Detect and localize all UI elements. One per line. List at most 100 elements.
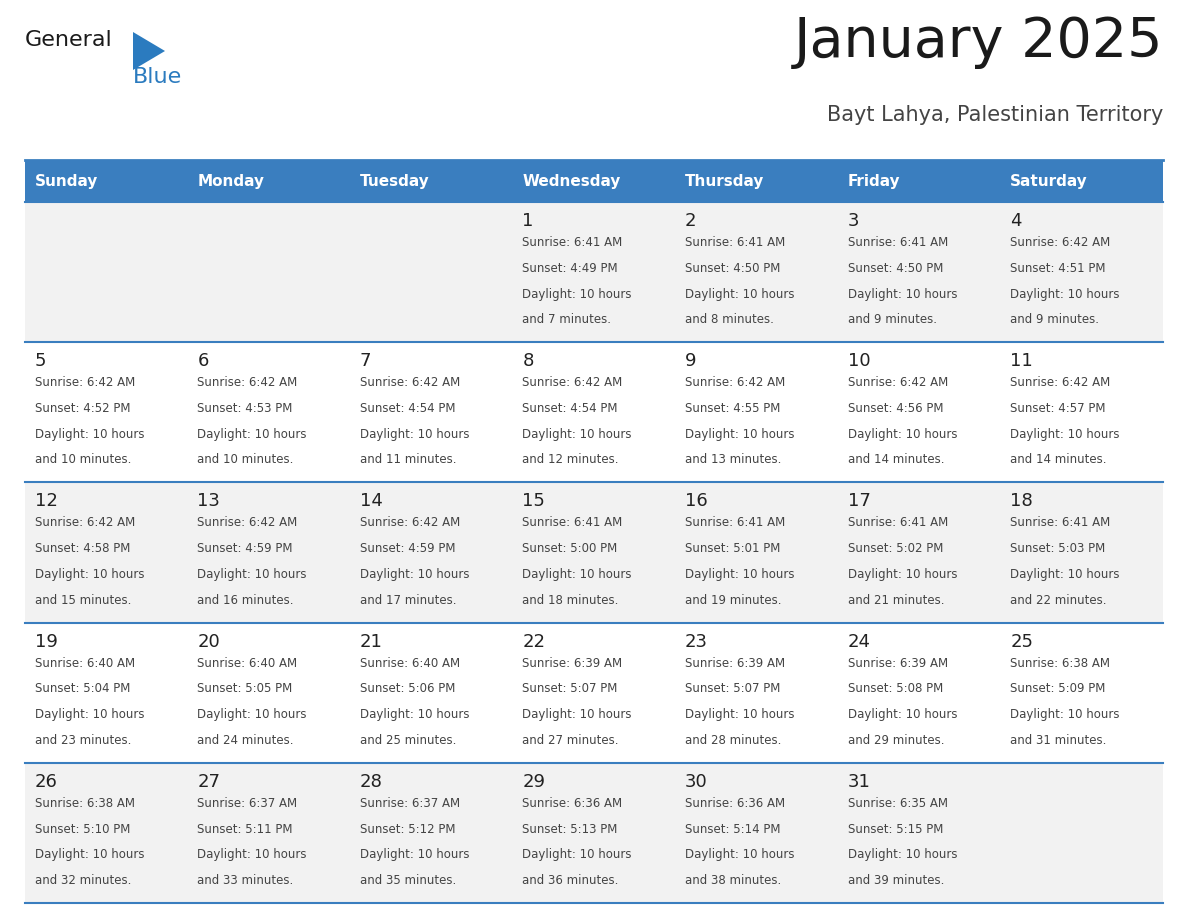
Text: 28: 28	[360, 773, 383, 790]
Text: and 8 minutes.: and 8 minutes.	[685, 313, 773, 326]
Text: Sunrise: 6:40 AM: Sunrise: 6:40 AM	[34, 656, 135, 669]
Text: 25: 25	[1010, 633, 1034, 651]
Text: and 14 minutes.: and 14 minutes.	[847, 453, 944, 466]
Text: 20: 20	[197, 633, 220, 651]
Text: and 15 minutes.: and 15 minutes.	[34, 594, 131, 607]
Text: Daylight: 10 hours: Daylight: 10 hours	[685, 568, 795, 581]
Text: 3: 3	[847, 212, 859, 230]
Text: and 14 minutes.: and 14 minutes.	[1010, 453, 1107, 466]
Text: 11: 11	[1010, 353, 1032, 370]
Text: Sunrise: 6:38 AM: Sunrise: 6:38 AM	[1010, 656, 1110, 669]
Text: Sunset: 4:50 PM: Sunset: 4:50 PM	[685, 262, 781, 274]
Bar	[25, 482, 1163, 622]
Text: Daylight: 10 hours: Daylight: 10 hours	[360, 428, 469, 441]
Text: 14: 14	[360, 492, 383, 510]
Text: 6: 6	[197, 353, 209, 370]
Text: 15: 15	[523, 492, 545, 510]
Text: Wednesday: Wednesday	[523, 174, 621, 188]
Text: and 39 minutes.: and 39 minutes.	[847, 874, 944, 887]
Text: Daylight: 10 hours: Daylight: 10 hours	[523, 428, 632, 441]
Text: Daylight: 10 hours: Daylight: 10 hours	[685, 848, 795, 861]
Text: Sunrise: 6:37 AM: Sunrise: 6:37 AM	[360, 797, 460, 810]
Text: and 13 minutes.: and 13 minutes.	[685, 453, 782, 466]
Text: 30: 30	[685, 773, 708, 790]
Text: Sunrise: 6:35 AM: Sunrise: 6:35 AM	[847, 797, 948, 810]
Text: and 21 minutes.: and 21 minutes.	[847, 594, 944, 607]
Text: 16: 16	[685, 492, 708, 510]
Text: 10: 10	[847, 353, 871, 370]
Text: Sunrise: 6:39 AM: Sunrise: 6:39 AM	[685, 656, 785, 669]
Text: and 9 minutes.: and 9 minutes.	[847, 313, 936, 326]
Text: and 18 minutes.: and 18 minutes.	[523, 594, 619, 607]
Text: Sunrise: 6:39 AM: Sunrise: 6:39 AM	[847, 656, 948, 669]
Text: and 28 minutes.: and 28 minutes.	[685, 733, 782, 747]
Text: Sunset: 4:52 PM: Sunset: 4:52 PM	[34, 402, 131, 415]
Text: Sunset: 5:11 PM: Sunset: 5:11 PM	[197, 823, 292, 835]
Text: 18: 18	[1010, 492, 1032, 510]
Text: 23: 23	[685, 633, 708, 651]
Text: and 22 minutes.: and 22 minutes.	[1010, 594, 1107, 607]
Text: Sunset: 5:03 PM: Sunset: 5:03 PM	[1010, 543, 1105, 555]
Text: Sunset: 5:14 PM: Sunset: 5:14 PM	[685, 823, 781, 835]
Bar	[25, 160, 188, 202]
Text: Bayt Lahya, Palestinian Territory: Bayt Lahya, Palestinian Territory	[827, 105, 1163, 125]
Text: 22: 22	[523, 633, 545, 651]
Bar	[675, 160, 838, 202]
Text: Daylight: 10 hours: Daylight: 10 hours	[1010, 708, 1119, 722]
Text: Daylight: 10 hours: Daylight: 10 hours	[34, 568, 144, 581]
Bar	[25, 202, 1163, 342]
Text: and 33 minutes.: and 33 minutes.	[197, 874, 293, 887]
Text: Sunrise: 6:42 AM: Sunrise: 6:42 AM	[360, 376, 460, 389]
Text: Sunrise: 6:41 AM: Sunrise: 6:41 AM	[847, 236, 948, 249]
Text: Daylight: 10 hours: Daylight: 10 hours	[523, 568, 632, 581]
Text: and 38 minutes.: and 38 minutes.	[685, 874, 782, 887]
Text: and 35 minutes.: and 35 minutes.	[360, 874, 456, 887]
Text: Sunset: 5:12 PM: Sunset: 5:12 PM	[360, 823, 455, 835]
Text: Daylight: 10 hours: Daylight: 10 hours	[197, 568, 307, 581]
Text: Sunrise: 6:42 AM: Sunrise: 6:42 AM	[197, 376, 297, 389]
Text: Daylight: 10 hours: Daylight: 10 hours	[847, 848, 958, 861]
Text: Friday: Friday	[847, 174, 901, 188]
Text: 2: 2	[685, 212, 696, 230]
Text: Sunrise: 6:41 AM: Sunrise: 6:41 AM	[523, 236, 623, 249]
Text: and 9 minutes.: and 9 minutes.	[1010, 313, 1099, 326]
Text: 26: 26	[34, 773, 58, 790]
Text: Tuesday: Tuesday	[360, 174, 430, 188]
Text: Sunset: 5:05 PM: Sunset: 5:05 PM	[197, 682, 292, 695]
Text: 21: 21	[360, 633, 383, 651]
Text: 27: 27	[197, 773, 220, 790]
Text: 13: 13	[197, 492, 220, 510]
Text: and 27 minutes.: and 27 minutes.	[523, 733, 619, 747]
Text: Sunset: 4:57 PM: Sunset: 4:57 PM	[1010, 402, 1106, 415]
Text: Sunset: 5:04 PM: Sunset: 5:04 PM	[34, 682, 131, 695]
Text: Daylight: 10 hours: Daylight: 10 hours	[523, 708, 632, 722]
Text: and 17 minutes.: and 17 minutes.	[360, 594, 456, 607]
Text: and 19 minutes.: and 19 minutes.	[685, 594, 782, 607]
Bar	[350, 160, 513, 202]
Text: and 24 minutes.: and 24 minutes.	[197, 733, 293, 747]
Text: Daylight: 10 hours: Daylight: 10 hours	[197, 708, 307, 722]
Text: Sunset: 5:13 PM: Sunset: 5:13 PM	[523, 823, 618, 835]
Text: 12: 12	[34, 492, 58, 510]
Text: 1: 1	[523, 212, 533, 230]
Text: Daylight: 10 hours: Daylight: 10 hours	[1010, 428, 1119, 441]
Text: Sunset: 5:01 PM: Sunset: 5:01 PM	[685, 543, 781, 555]
Text: and 12 minutes.: and 12 minutes.	[523, 453, 619, 466]
Text: Sunrise: 6:41 AM: Sunrise: 6:41 AM	[847, 517, 948, 530]
Text: Daylight: 10 hours: Daylight: 10 hours	[685, 708, 795, 722]
Bar	[188, 160, 350, 202]
Text: Sunset: 5:10 PM: Sunset: 5:10 PM	[34, 823, 131, 835]
Text: and 16 minutes.: and 16 minutes.	[197, 594, 293, 607]
Bar	[25, 622, 1163, 763]
Text: Sunset: 4:58 PM: Sunset: 4:58 PM	[34, 543, 131, 555]
Text: Sunrise: 6:38 AM: Sunrise: 6:38 AM	[34, 797, 134, 810]
Text: Sunset: 5:07 PM: Sunset: 5:07 PM	[523, 682, 618, 695]
Text: Sunrise: 6:40 AM: Sunrise: 6:40 AM	[360, 656, 460, 669]
Text: 24: 24	[847, 633, 871, 651]
Text: Daylight: 10 hours: Daylight: 10 hours	[197, 428, 307, 441]
Text: Daylight: 10 hours: Daylight: 10 hours	[34, 848, 144, 861]
Text: Sunset: 4:53 PM: Sunset: 4:53 PM	[197, 402, 292, 415]
Text: Sunrise: 6:40 AM: Sunrise: 6:40 AM	[197, 656, 297, 669]
Text: Sunset: 5:08 PM: Sunset: 5:08 PM	[847, 682, 943, 695]
Text: Sunset: 4:56 PM: Sunset: 4:56 PM	[847, 402, 943, 415]
